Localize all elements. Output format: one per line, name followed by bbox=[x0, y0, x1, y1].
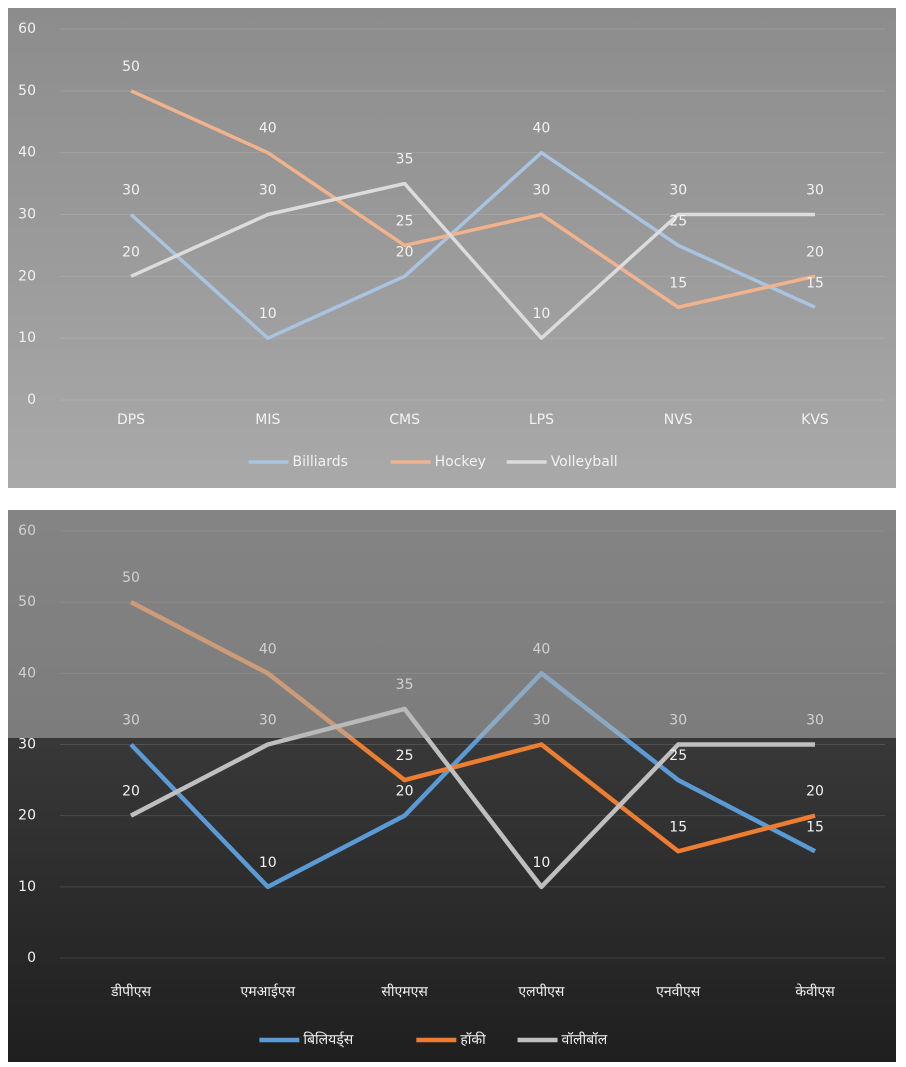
data-label: 10 bbox=[532, 855, 550, 871]
data-label: 30 bbox=[806, 183, 824, 199]
data-label: 30 bbox=[532, 183, 550, 199]
data-label: 25 bbox=[396, 748, 414, 764]
data-label: 20 bbox=[806, 784, 824, 800]
y-tick-label: 0 bbox=[27, 950, 36, 966]
x-tick-label: CMS bbox=[389, 412, 420, 428]
y-tick-label: 40 bbox=[18, 145, 36, 161]
y-tick-label: 60 bbox=[18, 21, 36, 37]
data-label: 20 bbox=[396, 784, 414, 800]
y-tick-label: 10 bbox=[18, 879, 36, 895]
data-label: 35 bbox=[396, 152, 414, 168]
data-label: 50 bbox=[122, 59, 140, 75]
legend-label: Billiards bbox=[293, 454, 348, 470]
overlay bbox=[8, 510, 896, 738]
data-label: 25 bbox=[669, 213, 687, 229]
data-label: 15 bbox=[669, 275, 687, 291]
data-label: 20 bbox=[806, 244, 824, 260]
legend-label: हॉकी bbox=[460, 1031, 486, 1048]
data-label: 10 bbox=[259, 855, 277, 871]
x-tick-label: DPS bbox=[117, 412, 145, 428]
series-line bbox=[129, 150, 816, 340]
data-label: 25 bbox=[396, 213, 414, 229]
data-label: 40 bbox=[532, 121, 550, 137]
series-line bbox=[130, 89, 816, 309]
data-label: 10 bbox=[532, 306, 550, 322]
data-label: 15 bbox=[806, 275, 824, 291]
x-tick-label: सीएमएस bbox=[381, 983, 428, 1000]
data-label: 15 bbox=[806, 819, 824, 835]
data-label: 15 bbox=[669, 819, 687, 835]
x-tick-label: LPS bbox=[529, 412, 554, 428]
data-label: 30 bbox=[122, 183, 140, 199]
legend-label: Volleyball bbox=[551, 454, 618, 470]
x-tick-label: केवीएस bbox=[795, 983, 835, 1000]
y-tick-label: 10 bbox=[18, 330, 36, 346]
y-tick-label: 30 bbox=[18, 737, 36, 753]
y-tick-label: 50 bbox=[18, 83, 36, 99]
legend-label: बिलियर्ड्स bbox=[303, 1031, 353, 1048]
y-tick-label: 30 bbox=[18, 207, 36, 223]
data-label: 20 bbox=[122, 244, 140, 260]
y-tick-label: 20 bbox=[18, 808, 36, 824]
data-label: 20 bbox=[122, 784, 140, 800]
x-tick-label: डीपीएस bbox=[110, 983, 151, 1000]
x-tick-label: KVS bbox=[801, 412, 829, 428]
series-line bbox=[129, 671, 817, 890]
series-line bbox=[130, 181, 815, 340]
legend-label: Hockey bbox=[435, 454, 486, 470]
data-label: 20 bbox=[396, 244, 414, 260]
y-tick-label: 20 bbox=[18, 268, 36, 284]
x-tick-label: NVS bbox=[664, 412, 693, 428]
data-label: 30 bbox=[669, 183, 687, 199]
series-line bbox=[129, 706, 815, 890]
legend-label: वॉलीबॉल bbox=[562, 1031, 608, 1048]
data-label: 40 bbox=[259, 121, 277, 137]
x-tick-label: एमआईएस bbox=[241, 983, 296, 1000]
x-tick-label: एलपीएस bbox=[518, 983, 565, 1000]
data-label: 10 bbox=[259, 306, 277, 322]
chart-background bbox=[8, 8, 896, 488]
data-label: 30 bbox=[259, 183, 277, 199]
y-tick-label: 0 bbox=[27, 392, 36, 408]
data-label: 25 bbox=[669, 748, 687, 764]
x-tick-label: MIS bbox=[255, 412, 280, 428]
x-tick-label: एनवीएस bbox=[656, 983, 701, 1000]
